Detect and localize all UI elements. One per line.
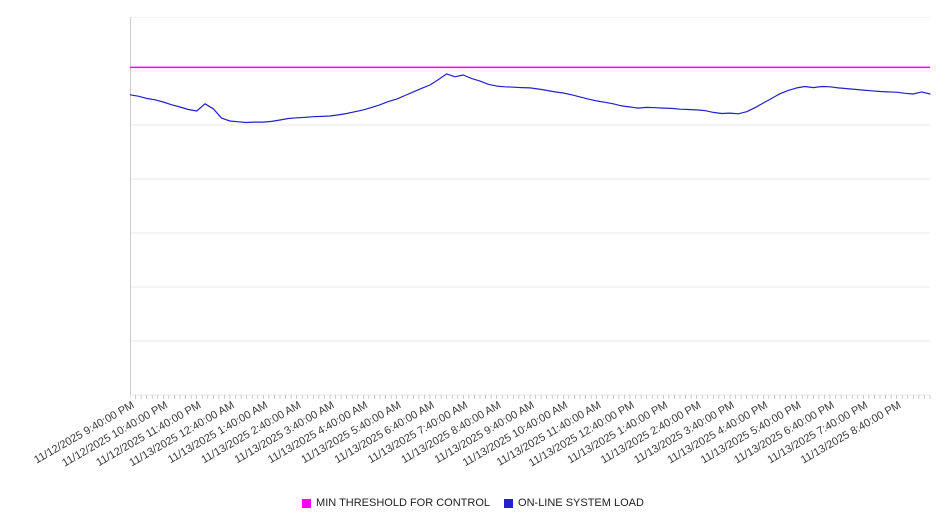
chart-legend: MIN THRESHOLD FOR CONTROL ON-LINE SYSTEM… bbox=[0, 497, 946, 509]
legend-item-system-load[interactable]: ON-LINE SYSTEM LOAD bbox=[504, 497, 644, 509]
legend-item-min-threshold[interactable]: MIN THRESHOLD FOR CONTROL bbox=[302, 497, 490, 509]
legend-label-threshold: MIN THRESHOLD FOR CONTROL bbox=[316, 497, 491, 509]
legend-swatch-threshold bbox=[302, 498, 312, 508]
system-load-line bbox=[130, 73, 931, 124]
legend-label-load: ON-LINE SYSTEM LOAD bbox=[518, 497, 644, 509]
legend-swatch-load bbox=[504, 498, 514, 508]
plot-area bbox=[130, 17, 931, 399]
